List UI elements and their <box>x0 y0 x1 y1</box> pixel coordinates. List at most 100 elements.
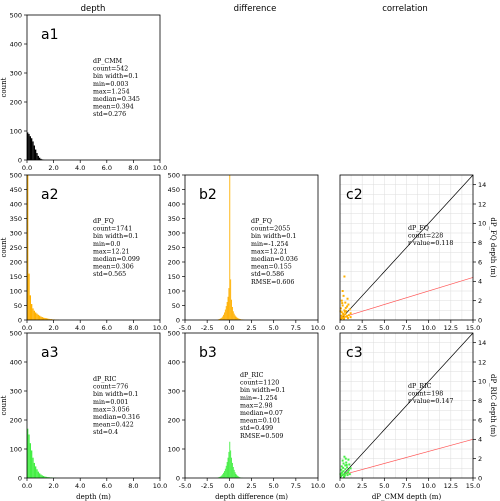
x-tick-label: 7.5 <box>401 482 411 490</box>
y-tick-label: 0 <box>176 474 180 482</box>
x-ticks-a2: 0.0 2.0 4.0 6.0 8.0 10.0 <box>22 320 167 332</box>
point-c3-18 <box>340 468 343 471</box>
bar-b3-3 <box>220 476 222 478</box>
x-ticks-a3: 0.0 2.0 4.0 6.0 8.0 10.0 <box>22 478 167 490</box>
x-tick-label: 8.0 <box>128 164 138 172</box>
bar-a3-7 <box>36 469 38 478</box>
bar-a2-17 <box>49 319 51 320</box>
stats-line: median=0.345 <box>93 96 140 103</box>
panel-label-c3: c3 <box>346 345 363 361</box>
point-c3-28 <box>339 473 342 476</box>
column-header-difference: difference <box>234 4 277 14</box>
stats-line: median=0.316 <box>93 414 140 421</box>
y-tick-label: 500 <box>168 171 180 179</box>
bar-a1-2 <box>29 136 31 160</box>
stats-line: mean=0.306 <box>93 264 134 271</box>
y-ticks-a1: 0 100 200 300 400 500 <box>10 11 27 164</box>
bar-a3-14 <box>45 476 47 478</box>
stats-line: max=2.98 <box>240 402 273 409</box>
point-c3-5 <box>344 468 347 471</box>
bar-a2-6 <box>34 312 37 320</box>
x-tick-label: 10.0 <box>311 324 325 332</box>
y-tick-label: 0 <box>18 316 22 324</box>
panel-label-a2: a2 <box>41 187 59 203</box>
point-c3-11 <box>342 462 345 465</box>
bar-a2-15 <box>46 318 49 320</box>
bar-a2-5 <box>33 310 35 320</box>
panel-c3: 0.0 2.5 5.0 7.5 10.0 12.5 15.00 2 4 6 8 10 12 14 dP_RI… <box>335 332 497 501</box>
bar-a3-2 <box>29 443 31 478</box>
point-c3-7 <box>346 466 349 469</box>
point-c3-22 <box>347 458 350 461</box>
bar-a2-8 <box>37 314 39 320</box>
y-axis-label-a2: count <box>0 237 8 257</box>
points-c3 <box>339 455 352 479</box>
x-tick-label: -5.0 <box>179 324 192 332</box>
stats-line: mean=0.422 <box>93 422 134 429</box>
bar-a2-7 <box>36 313 38 320</box>
point-c2-26 <box>341 302 344 305</box>
x-tick-label: 0.0 <box>22 482 32 490</box>
y-tick-label: 14 <box>478 339 486 347</box>
bar-a1-6 <box>34 149 37 160</box>
bar-a3-3 <box>30 450 33 478</box>
x-tick-label: 10.0 <box>421 324 435 332</box>
point-c3-0 <box>339 475 342 478</box>
point-c2-2 <box>341 317 344 320</box>
stats-line: max=1.254 <box>93 88 130 95</box>
x-tick-label: 5.0 <box>268 324 278 332</box>
bar-a2-4 <box>32 308 34 320</box>
x-tick-label: 0.0 <box>335 324 345 332</box>
bar-b3-12 <box>228 451 230 478</box>
x-ticks-b3: -5.0 -2.5 0.0 2.5 5.0 7.5 10.0 <box>179 478 325 490</box>
bar-b3-18 <box>233 469 235 478</box>
stats-line: std=0.499 <box>240 425 273 432</box>
stats-line: mean=0.155 <box>251 264 292 271</box>
x-tick-label: 6.0 <box>102 324 112 332</box>
point-c2-8 <box>339 307 342 310</box>
y-tick-label: 0 <box>176 316 180 324</box>
x-tick-label: 7.5 <box>291 482 301 490</box>
stats-line: median=0.07 <box>240 410 283 417</box>
y-tick-label: 300 <box>10 229 22 237</box>
bar-b3-13 <box>229 441 231 478</box>
x-tick-label: 2.0 <box>48 164 58 172</box>
stats-line: median=0.099 <box>93 256 140 263</box>
bar-b2-1 <box>218 319 220 320</box>
panel-label-b3: b3 <box>199 345 217 361</box>
bar-b3-14 <box>230 450 232 478</box>
panel-label-b2: b2 <box>199 187 217 203</box>
bar-b2-2 <box>219 318 221 320</box>
bar-a2-18 <box>50 319 53 320</box>
stats-line: std=0.4 <box>93 429 118 436</box>
bar-b3-9 <box>225 465 227 478</box>
x-tick-label: 15.0 <box>466 482 480 490</box>
bar-a3-13 <box>44 476 46 478</box>
point-c3-21 <box>345 463 348 466</box>
point-c2-4 <box>343 316 346 319</box>
bar-b3-17 <box>232 466 234 478</box>
point-c2-24 <box>342 317 345 320</box>
point-c3-2 <box>341 474 344 477</box>
x-tick-label: -2.5 <box>201 324 214 332</box>
bar-b2-24 <box>239 318 240 320</box>
y-tick-label: 100 <box>168 287 180 295</box>
stats-line: r value=0.147 <box>408 398 453 405</box>
bar-b2-21 <box>236 317 238 320</box>
point-c3-12 <box>344 464 347 467</box>
y-tick-label: 10 <box>478 220 486 228</box>
y-axis-label-c3: dP_RIC depth (m) <box>489 374 497 437</box>
x-axis-label-a3: depth (m) <box>76 493 111 501</box>
bars-a1 <box>27 132 45 160</box>
bar-b2-15 <box>231 299 232 320</box>
point-c2-31 <box>339 310 342 313</box>
point-c3-20 <box>343 474 346 477</box>
bar-a3-6 <box>34 466 37 478</box>
y-tick-label: 0 <box>478 316 482 324</box>
x-tick-label: 10.0 <box>311 482 325 490</box>
bar-b3-15 <box>231 457 232 478</box>
axes-frame-a1 <box>26 14 161 161</box>
bar-a2-9 <box>38 315 41 320</box>
